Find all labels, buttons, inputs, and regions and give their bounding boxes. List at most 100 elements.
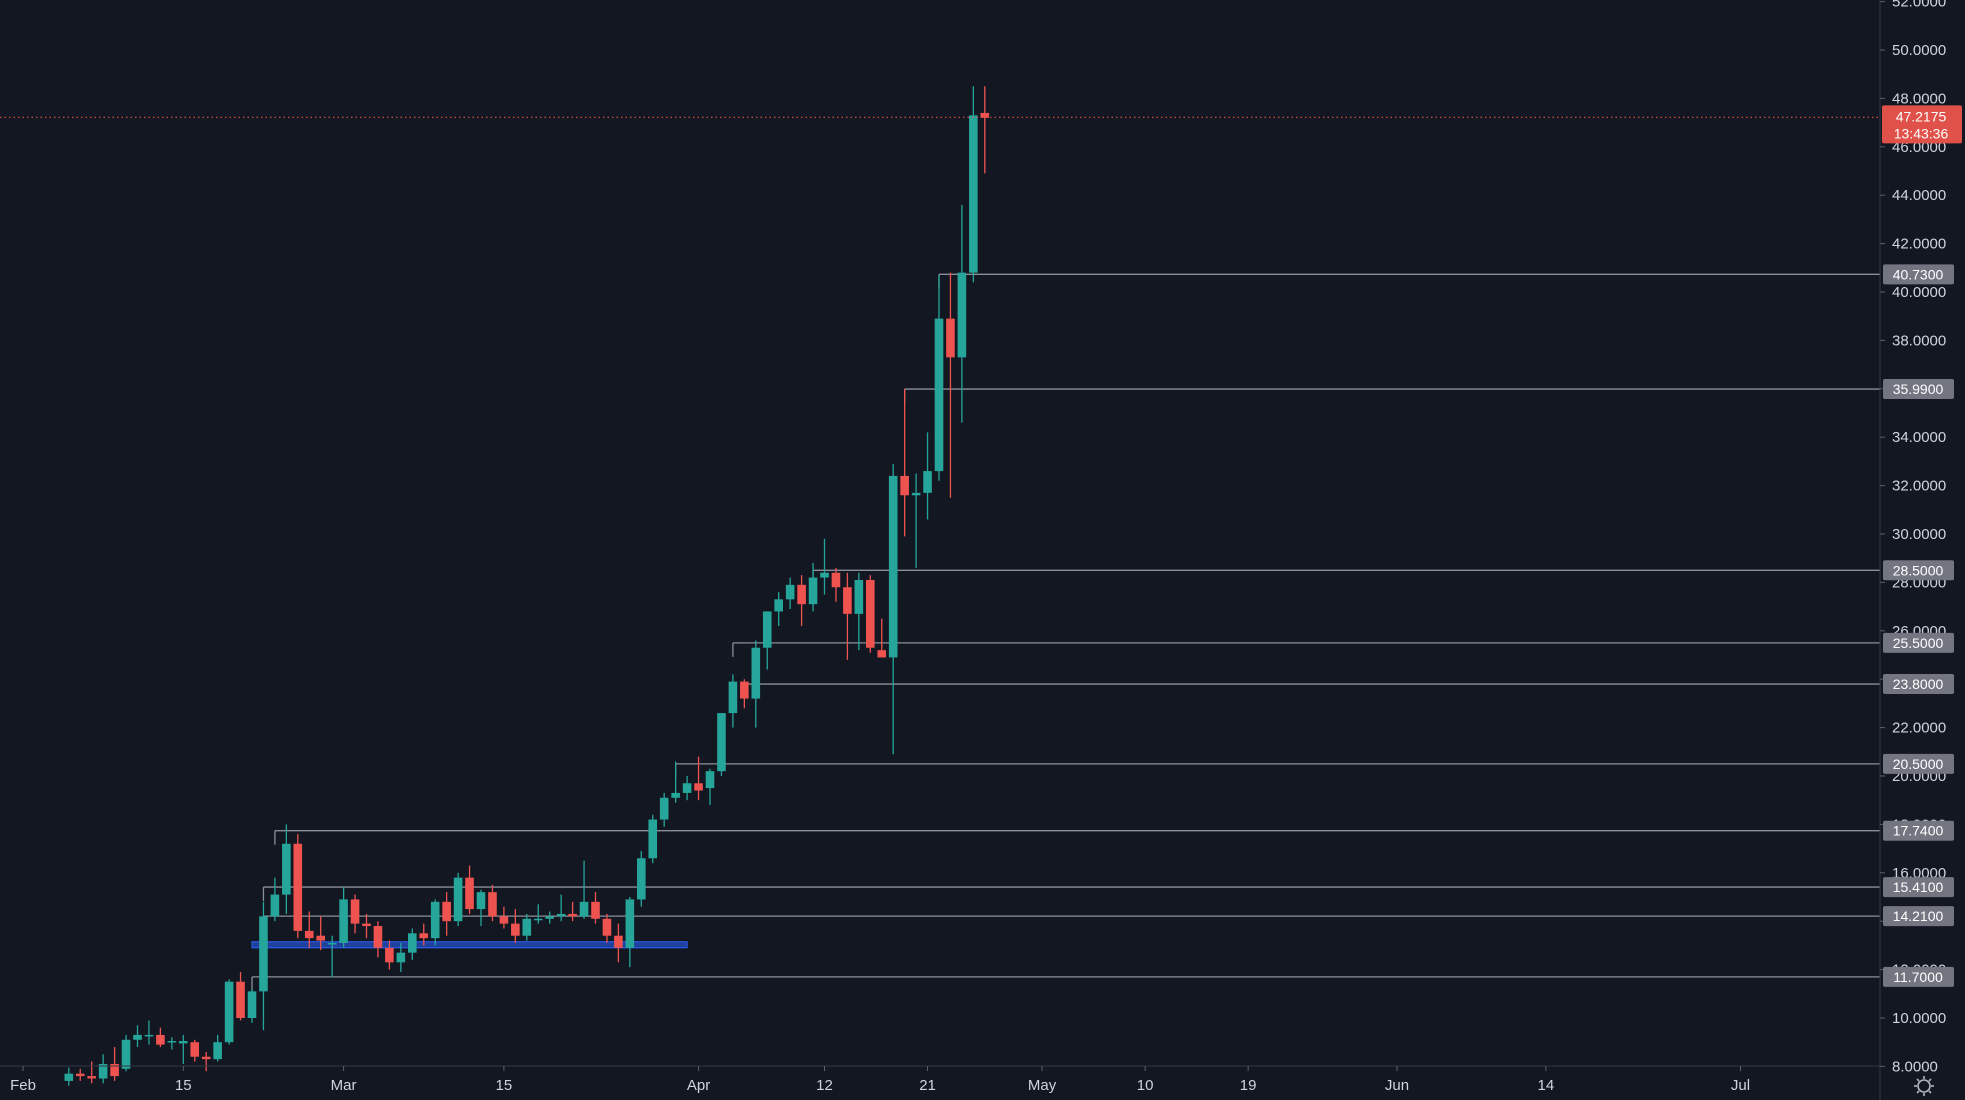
candle-body <box>740 681 749 699</box>
candle-body <box>637 858 646 900</box>
time-axis[interactable]: Feb 15 Mar 15 Apr 12 21 May 10 19 Jun 14 Jul <box>0 1065 1880 1094</box>
level-price-tag <box>1883 820 1954 841</box>
candle-body <box>465 877 474 910</box>
candle-bullish <box>453 872 463 927</box>
candle-bullish <box>327 935 337 977</box>
candle-body <box>854 579 864 614</box>
price-tick-label: 8.0000 <box>1892 1058 1938 1075</box>
candle-body <box>522 918 532 936</box>
candle-body <box>888 475 898 658</box>
price-tick-label: 42.0000 <box>1892 236 1946 253</box>
candle-body <box>625 899 635 948</box>
candle-bearish <box>110 1047 119 1081</box>
candle-body <box>511 923 520 936</box>
candle-bearish <box>499 906 509 929</box>
candle-bearish <box>488 884 497 922</box>
candle-bearish <box>419 923 429 946</box>
candle-bullish <box>282 824 291 914</box>
candle-bullish <box>705 768 715 806</box>
level-price-label: 11.7000 <box>1893 969 1943 985</box>
candle-body <box>339 899 348 943</box>
candle-body <box>385 947 394 963</box>
candle-body <box>259 916 268 992</box>
candle-body <box>488 892 497 917</box>
price-tick-label: 10.0000 <box>1892 1010 1946 1027</box>
candle-bearish <box>511 909 520 943</box>
candle-bullish <box>911 473 921 568</box>
candle-body <box>110 1063 119 1077</box>
level-price-tag <box>1883 632 1954 653</box>
price-tick-label: 50.0000 <box>1892 42 1946 59</box>
candle-body <box>476 892 486 910</box>
level-price-tag <box>1883 966 1954 987</box>
candle-bullish <box>648 814 658 864</box>
candle-bullish <box>808 563 818 612</box>
candle-body <box>614 935 623 948</box>
candle-body <box>751 647 761 699</box>
candle-body <box>224 981 234 1043</box>
candle-bullish <box>969 86 978 283</box>
candle-body <box>774 599 783 612</box>
time-tick-label: Feb <box>10 1077 36 1094</box>
candle-bearish <box>362 913 371 939</box>
candle-bearish <box>156 1027 165 1048</box>
candle-bullish <box>717 713 726 776</box>
candle-bearish <box>831 567 841 602</box>
candle-bullish <box>545 911 554 924</box>
candle-bearish <box>694 756 703 801</box>
candle-bullish <box>785 577 795 610</box>
candle-bullish <box>579 860 589 919</box>
candle-body <box>785 584 795 600</box>
price-tick-label: 52.0000 <box>1892 0 1946 11</box>
candle-bullish <box>934 275 944 481</box>
candle-body <box>671 792 680 798</box>
candle-body <box>820 572 829 578</box>
candle-body <box>327 942 337 945</box>
level-labels-layer: 40.7300 35.9900 28.5000 25.5000 23.8000 20.50… <box>1882 105 1962 987</box>
candle-bearish <box>866 575 875 653</box>
time-tick-label: 12 <box>816 1077 833 1094</box>
candle-body <box>247 991 257 1018</box>
level-price-label: 40.7300 <box>1893 266 1944 282</box>
candle-bullish <box>854 572 864 651</box>
candle-body <box>373 926 383 948</box>
support-zone <box>251 941 688 949</box>
candle-bullish <box>167 1037 177 1050</box>
time-tick-label: May <box>1028 1077 1057 1094</box>
candle-body <box>396 952 406 963</box>
candle-body <box>304 930 314 939</box>
candle-bearish <box>465 865 474 914</box>
candle-bearish <box>843 572 852 660</box>
time-tick-label: 19 <box>1240 1077 1257 1094</box>
candle-bearish <box>797 575 806 626</box>
candle-body <box>87 1076 96 1079</box>
level-price-label: 35.9900 <box>1893 381 1944 397</box>
candle-bearish <box>201 1051 211 1072</box>
candle-bearish <box>877 618 887 658</box>
candle-bearish <box>740 679 749 709</box>
candle-bearish <box>87 1061 96 1084</box>
bar-countdown-label: 13:43:36 <box>1894 125 1949 141</box>
candle-bearish <box>602 913 612 943</box>
candle-body <box>682 783 692 793</box>
candle-body <box>282 843 291 895</box>
price-tick-label: 40.0000 <box>1892 284 1946 301</box>
candle-body <box>499 916 509 924</box>
candle-body <box>579 901 589 917</box>
candle-bullish <box>179 1034 188 1064</box>
candle-body <box>728 681 738 714</box>
candle-body <box>270 894 280 917</box>
candle-body <box>350 899 360 924</box>
time-tick-label: 10 <box>1137 1077 1154 1094</box>
candle-body <box>362 923 371 927</box>
price-axis[interactable]: 8.000010.000012.000014.000016.000018.000… <box>1879 0 1946 1100</box>
horizontal-levels <box>251 273 1880 991</box>
candle-body <box>797 584 806 605</box>
candle-bullish <box>671 761 680 803</box>
candle-body <box>659 797 669 820</box>
candle-bearish <box>373 921 383 958</box>
chart-settings-button[interactable] <box>1914 1076 1934 1096</box>
candle-body <box>900 475 909 496</box>
